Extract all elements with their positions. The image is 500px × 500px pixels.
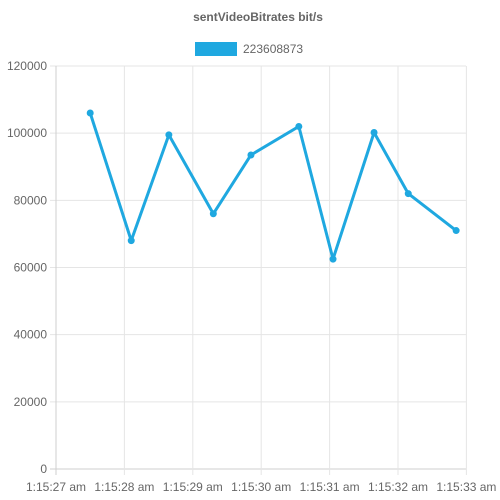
x-tick-label: 1:15:28 am (94, 480, 154, 494)
data-point[interactable] (127, 237, 135, 245)
x-axis: 1:15:27 am 1:15:28 am 1:15:29 am 1:15:30 am… (26, 480, 496, 494)
y-axis: 0 20000 40000 60000 80000 100000 120000 (7, 59, 47, 476)
chart-title: sentVideoBitrates bit/s (193, 10, 323, 24)
x-tick-label: 1:15:32 am (368, 480, 428, 494)
data-point[interactable] (370, 128, 378, 136)
data-point[interactable] (247, 151, 255, 159)
y-tick-label: 80000 (14, 193, 48, 207)
y-tick-label: 0 (40, 462, 47, 476)
series-line (88, 112, 458, 261)
x-tick-label: 1:15:27 am (26, 480, 86, 494)
data-point[interactable] (329, 255, 337, 263)
data-point[interactable] (86, 109, 94, 117)
data-point[interactable] (165, 131, 173, 139)
data-point[interactable] (404, 190, 412, 198)
legend-label: 223608873 (243, 42, 303, 56)
legend-swatch (195, 42, 237, 56)
x-tick-label: 1:15:33 am (436, 480, 496, 494)
y-tick-label: 120000 (7, 59, 47, 73)
grid (50, 65, 467, 475)
series-223608873[interactable] (86, 109, 460, 263)
y-tick-label: 100000 (7, 126, 47, 140)
data-point[interactable] (295, 122, 303, 130)
y-tick-label: 60000 (14, 261, 48, 275)
y-tick-label: 40000 (14, 328, 48, 342)
data-point[interactable] (452, 227, 460, 235)
data-point[interactable] (209, 210, 217, 218)
x-tick-label: 1:15:30 am (231, 480, 291, 494)
x-tick-label: 1:15:29 am (163, 480, 223, 494)
y-tick-label: 20000 (14, 395, 48, 409)
x-tick-label: 1:15:31 am (300, 480, 360, 494)
legend[interactable]: 223608873 (195, 42, 303, 56)
